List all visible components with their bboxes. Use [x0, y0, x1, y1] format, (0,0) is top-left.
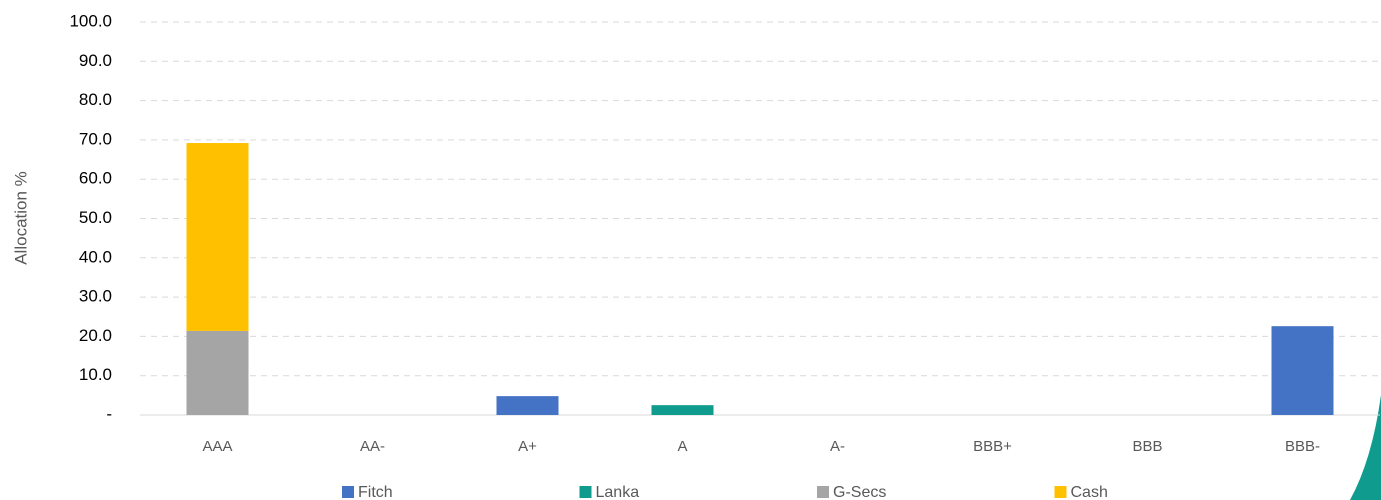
legend-label: Lanka: [596, 484, 640, 500]
y-tick-label: 40.0: [79, 247, 112, 266]
legend-swatch: [579, 486, 592, 498]
y-tick-label: 100.0: [69, 11, 112, 30]
legend-swatch: [817, 486, 829, 498]
decoration: [1350, 395, 1381, 500]
legend-label: Fitch: [358, 484, 393, 500]
x-tick-label: BBB+: [973, 438, 1012, 455]
x-tick-label: BBB-: [1285, 438, 1320, 455]
legend-swatch: [342, 486, 354, 498]
y-tick-label: 90.0: [79, 51, 112, 70]
y-tick-label: -: [106, 404, 112, 423]
y-tick-label: 10.0: [79, 365, 112, 384]
x-tick-label: A-: [830, 438, 845, 455]
y-tick-label: 50.0: [79, 208, 112, 227]
x-tick-label: AAA: [202, 438, 232, 455]
y-axis-label: Allocation %: [11, 171, 30, 265]
bar-segment: [651, 405, 714, 415]
legend-label: G-Secs: [833, 484, 886, 500]
x-tick-label: A: [677, 438, 687, 455]
bar-segment: [186, 330, 249, 415]
bar-segment: [496, 396, 559, 415]
y-tick-label: 60.0: [79, 169, 112, 188]
bar-segment: [186, 143, 249, 331]
x-tick-label: A+: [518, 438, 537, 455]
x-tick-label: BBB: [1132, 438, 1162, 455]
y-tick-label: 20.0: [79, 326, 112, 345]
y-tick-label: 30.0: [79, 287, 112, 306]
legend-swatch: [1054, 486, 1067, 498]
legend-label: Cash: [1071, 484, 1108, 500]
x-tick-label: AA-: [360, 438, 385, 455]
y-tick-label: 70.0: [79, 129, 112, 148]
y-tick-label: 80.0: [79, 90, 112, 109]
bar-segment: [1271, 326, 1334, 415]
